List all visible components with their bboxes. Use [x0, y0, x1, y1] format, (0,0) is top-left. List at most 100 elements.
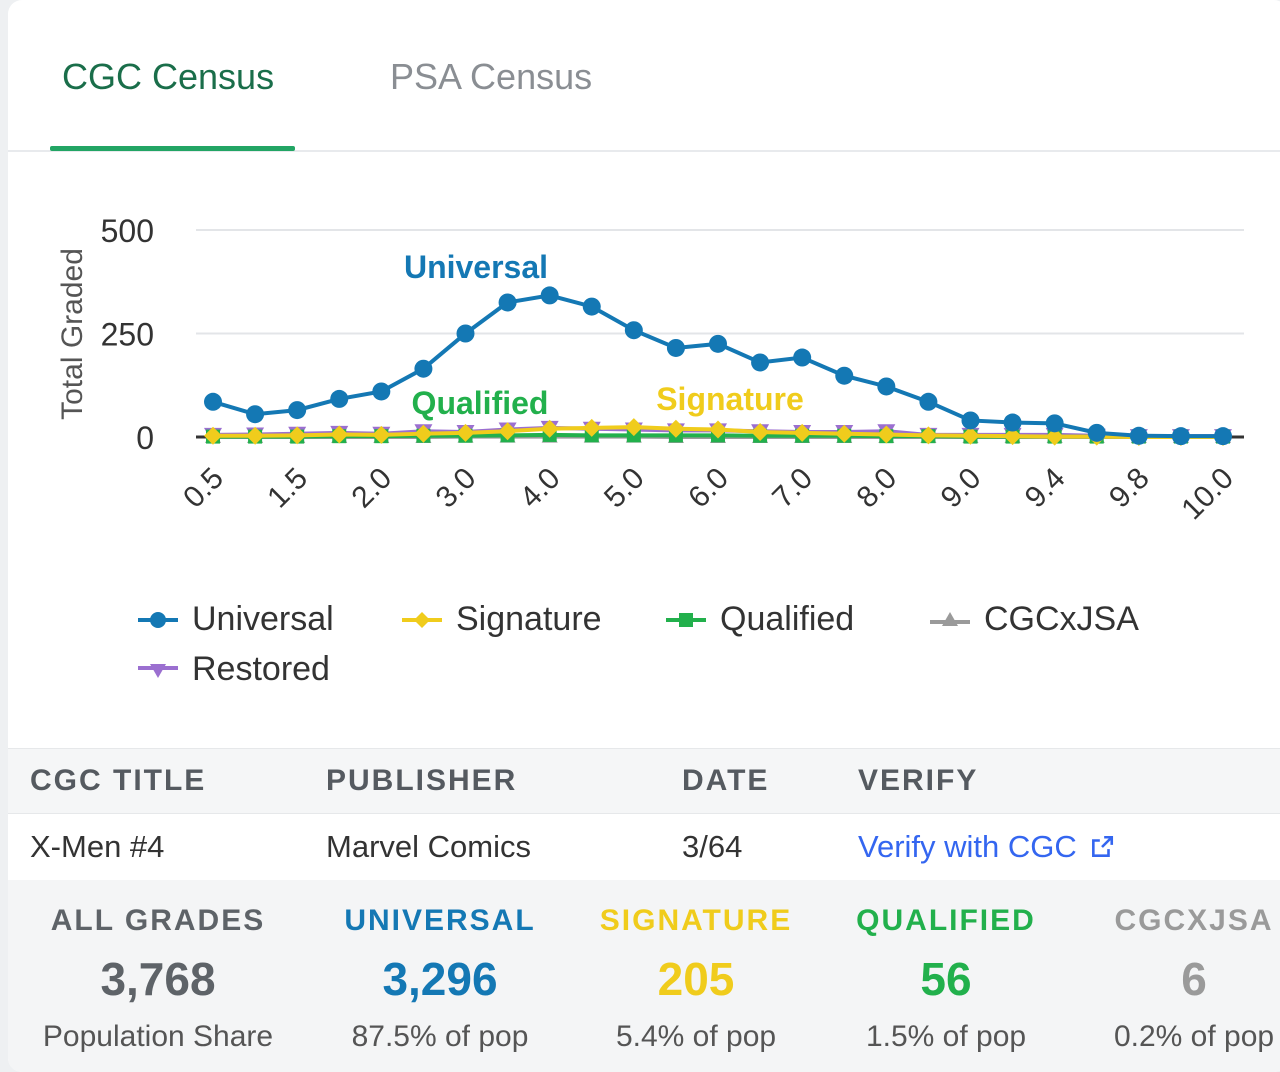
stat-sub: 87.5% of pop — [351, 1020, 529, 1053]
stat-sub: Population Share — [42, 1020, 274, 1053]
title-info-table: CGC TITLE PUBLISHER DATE VERIFY X-Men #4… — [8, 748, 1280, 881]
stat-all-grades: ALL GRADES 3,768 Population Share — [30, 880, 286, 1054]
stat-sub: 5.4% of pop — [615, 1020, 777, 1053]
signature-data-point — [1045, 427, 1064, 446]
qualified-annotation: Qualified — [412, 385, 549, 421]
stat-label: CGCXJSA — [1114, 904, 1274, 937]
cgcxjsa-marker-icon — [930, 611, 970, 626]
legend-label: Universal — [192, 600, 334, 638]
universal-data-point — [1129, 426, 1148, 445]
comic-title: X-Men #4 — [30, 829, 165, 864]
signature-data-point — [751, 423, 770, 442]
signature-annotation: Signature — [656, 381, 804, 417]
legend-label: Restored — [192, 650, 330, 688]
stat-label: SIGNATURE — [599, 904, 793, 937]
signature-data-point — [835, 424, 854, 443]
x-tick-label: 7.0 — [766, 462, 819, 515]
census-card: CGC Census PSA Census 0 250 500 Total Grade… — [8, 0, 1280, 1072]
stat-cgcxjsa: CGCXJSA 6 0.2% of pop — [1094, 880, 1280, 1054]
x-tick-label: 9.0 — [935, 462, 988, 515]
legend-item-cgcxjsa[interactable]: CGCxJSA — [928, 600, 1139, 639]
verify-link-label: Verify with CGC — [858, 829, 1077, 864]
x-tick-label: 8.0 — [850, 462, 903, 515]
legend-item-universal[interactable]: Universal — [136, 600, 334, 639]
signature-data-point — [666, 419, 685, 438]
signature-data-point — [877, 425, 896, 444]
universal-data-point — [1087, 423, 1106, 442]
stat-qualified: QUALIFIED 56 1.5% of pop — [848, 880, 1044, 1054]
universal-data-point — [540, 286, 559, 305]
external-link-icon — [1091, 835, 1113, 857]
legend-item-signature[interactable]: Signature — [400, 600, 602, 639]
stat-universal: UNIVERSAL 3,296 87.5% of pop — [340, 880, 540, 1054]
universal-data-point — [709, 334, 727, 353]
census-tabs: CGC Census PSA Census — [8, 0, 1280, 152]
stat-sub: 1.5% of pop — [865, 1020, 1027, 1053]
x-tick-label: 4.0 — [514, 462, 567, 515]
signature-data-point — [498, 422, 517, 441]
population-stats: ALL GRADES 3,768 Population Share UNIVER… — [8, 880, 1280, 1072]
universal-data-point — [246, 405, 265, 424]
header-publisher: PUBLISHER — [326, 764, 518, 797]
universal-data-point — [456, 324, 475, 343]
x-tick-label: 9.8 — [1103, 462, 1156, 515]
table-row: X-Men #4 Marvel Comics 3/64 Verify with … — [8, 814, 1280, 881]
x-tick-label: 5.0 — [598, 462, 651, 515]
x-tick-label: 9.4 — [1019, 462, 1072, 515]
legend-item-qualified[interactable]: Qualified — [664, 600, 854, 639]
header-date: DATE — [682, 764, 770, 797]
stat-value: 6 — [1181, 953, 1207, 1005]
x-tick-label: 3.0 — [430, 462, 483, 515]
universal-annotation: Universal — [404, 249, 548, 285]
y-tick-label: 0 — [136, 420, 154, 456]
publisher-name: Marvel Comics — [326, 829, 531, 864]
legend-label: CGCxJSA — [984, 600, 1139, 638]
signature-data-point — [1003, 427, 1022, 446]
tab-cgc-census[interactable]: CGC Census — [62, 56, 275, 97]
universal-data-point — [498, 293, 517, 312]
x-tick-label: 2.0 — [345, 462, 398, 515]
restored-marker-icon — [138, 663, 178, 678]
legend-item-restored[interactable]: Restored — [136, 650, 330, 689]
universal-data-point — [793, 348, 812, 367]
signature-data-point — [919, 426, 938, 445]
signature-data-point — [540, 419, 559, 438]
qualified-marker-icon — [666, 612, 706, 627]
y-tick-label: 250 — [101, 317, 154, 353]
stat-value: 56 — [920, 953, 972, 1005]
x-tick-label: 6.0 — [682, 462, 735, 515]
universal-data-point — [751, 353, 770, 372]
universal-data-point — [1045, 414, 1064, 433]
signature-data-point — [961, 426, 980, 445]
x-tick-label: 1.5 — [261, 462, 314, 515]
signature-data-point — [372, 425, 391, 444]
legend-label: Qualified — [720, 600, 855, 638]
universal-data-point — [666, 338, 685, 357]
signature-data-point — [624, 418, 643, 437]
stat-label: ALL GRADES — [50, 904, 266, 937]
issue-date: 3/64 — [682, 829, 743, 864]
legend-label: Signature — [456, 600, 602, 638]
stat-label: QUALIFIED — [856, 904, 1036, 937]
universal-data-point — [204, 392, 222, 411]
y-tick-label: 500 — [101, 213, 154, 249]
signature-data-point — [246, 426, 265, 445]
verify-with-cgc-link[interactable]: Verify with CGC — [858, 829, 1115, 865]
stat-value: 205 — [657, 953, 735, 1005]
stat-sub: 0.2% of pop — [1113, 1020, 1275, 1053]
universal-data-point — [1214, 427, 1232, 446]
header-verify: VERIFY — [858, 764, 979, 797]
y-axis-label: Total Graded — [56, 248, 89, 420]
universal-data-point — [582, 297, 601, 316]
universal-data-point — [1003, 413, 1022, 432]
signature-data-point — [204, 426, 222, 445]
stat-label: UNIVERSAL — [344, 904, 536, 937]
signature-data-point — [414, 424, 433, 443]
universal-data-point — [414, 359, 433, 378]
header-cgc-title: CGC TITLE — [30, 764, 207, 797]
tab-psa-census[interactable]: PSA Census — [390, 56, 593, 97]
x-tick-label: 0.5 — [177, 462, 230, 515]
universal-data-point — [961, 411, 980, 430]
signature-marker-icon — [402, 611, 442, 628]
signature-data-point — [709, 420, 727, 439]
